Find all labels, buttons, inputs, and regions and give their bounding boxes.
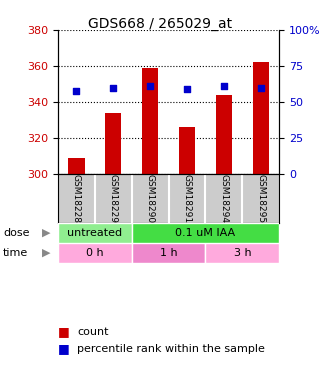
Text: ■: ■ bbox=[58, 342, 70, 355]
Bar bbox=[253, 62, 269, 174]
Text: GSM18294: GSM18294 bbox=[219, 174, 229, 223]
Text: untreated: untreated bbox=[67, 228, 122, 238]
Bar bbox=[105, 113, 121, 174]
Text: GDS668 / 265029_at: GDS668 / 265029_at bbox=[89, 17, 232, 31]
Bar bbox=[58, 243, 132, 262]
Text: GSM18228: GSM18228 bbox=[72, 174, 81, 223]
Text: GSM18290: GSM18290 bbox=[145, 174, 155, 223]
Text: 0.1 uM IAA: 0.1 uM IAA bbox=[175, 228, 236, 238]
Bar bbox=[132, 223, 279, 243]
Text: 3 h: 3 h bbox=[234, 248, 251, 258]
Point bbox=[184, 86, 189, 92]
Text: GSM18295: GSM18295 bbox=[256, 174, 265, 223]
Text: percentile rank within the sample: percentile rank within the sample bbox=[77, 344, 265, 354]
Text: GSM18291: GSM18291 bbox=[182, 174, 192, 223]
Text: 0 h: 0 h bbox=[86, 248, 103, 258]
Point bbox=[221, 83, 226, 89]
Text: ■: ■ bbox=[58, 326, 70, 338]
Text: count: count bbox=[77, 327, 108, 337]
Text: ▶: ▶ bbox=[42, 248, 51, 258]
Text: GSM18229: GSM18229 bbox=[108, 174, 118, 223]
Bar bbox=[58, 223, 132, 243]
Bar bbox=[132, 243, 205, 262]
Text: ▶: ▶ bbox=[42, 228, 51, 238]
Bar bbox=[179, 127, 195, 174]
Point bbox=[110, 84, 116, 90]
Bar bbox=[205, 243, 279, 262]
Text: 1 h: 1 h bbox=[160, 248, 177, 258]
Text: time: time bbox=[3, 248, 29, 258]
Point bbox=[147, 83, 153, 89]
Bar bbox=[216, 95, 232, 174]
Bar bbox=[142, 68, 158, 174]
Point bbox=[258, 84, 263, 90]
Point bbox=[74, 88, 79, 94]
Text: dose: dose bbox=[3, 228, 30, 238]
Bar bbox=[68, 158, 84, 174]
